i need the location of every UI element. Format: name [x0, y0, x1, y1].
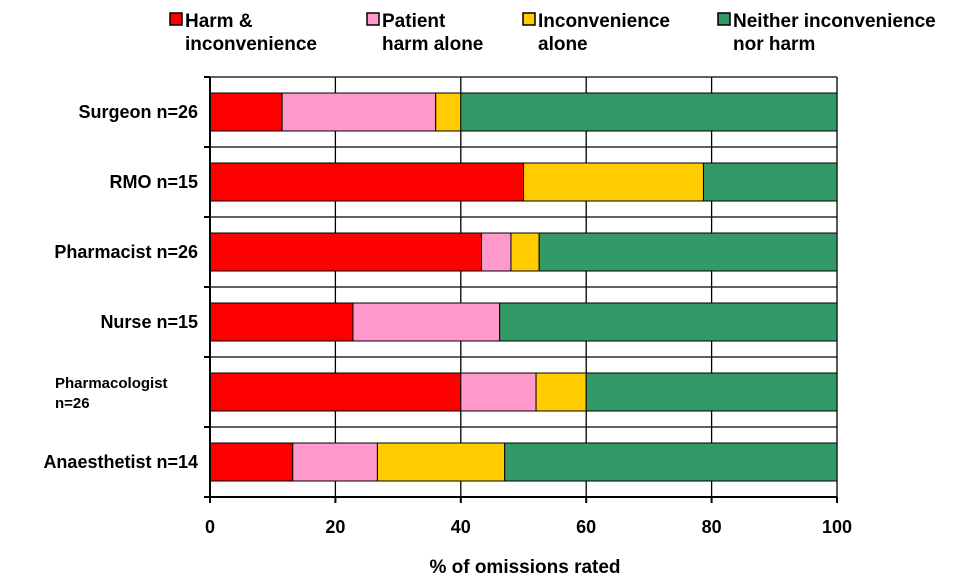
bar-nurse-n-15-series-0: [209, 302, 354, 342]
axes: [204, 76, 838, 503]
bar-surgeon-n-26-series-1: [281, 92, 437, 132]
legend-swatch-2: [522, 12, 536, 26]
x-tick-label-100: 100: [822, 517, 852, 537]
bar-pharmacologist-n-26-series-1: [460, 372, 537, 412]
bar-nurse-n-15-series-3: [499, 302, 838, 342]
x-tick-label-60: 60: [576, 517, 596, 537]
x-tick-labels: 0 20 40 60 80 100: [205, 517, 852, 537]
bar-surgeon-n-26-series-0: [209, 92, 283, 132]
bar-pharmacist-n-26-series-0: [209, 232, 482, 272]
bar-rmo-n-15-series-0: [209, 162, 524, 202]
bar-pharmacist-n-26-series-1: [480, 232, 512, 272]
bar-anaesthetist-n-14-series-1: [292, 442, 378, 482]
x-axis-title: % of omissions rated: [429, 557, 620, 577]
legend-label-3: Neither inconvenience nor harm: [733, 11, 936, 55]
x-tick-label-0: 0: [205, 517, 215, 537]
category-label-pharmacist-n-26: Pharmacist n=26: [54, 242, 198, 262]
legend-label-2: Inconvenience alone: [538, 11, 670, 55]
bar-nurse-n-15-series-1: [352, 302, 501, 342]
bar-rmo-n-15-series-3: [702, 162, 838, 202]
bar-surgeon-n-26-series-3: [460, 92, 838, 132]
legend: Harm & inconvenience Patient harm alone Inco…: [169, 11, 936, 55]
bar-anaesthetist-n-14-series-2: [376, 442, 506, 482]
bar-surgeon-n-26-series-2: [435, 92, 462, 132]
bar-pharmacologist-n-26-series-3: [585, 372, 838, 412]
x-tick-label-40: 40: [451, 517, 471, 537]
legend-swatch-1: [366, 12, 380, 26]
gridlines: [209, 76, 838, 498]
bars: [209, 92, 838, 482]
category-label-anaesthetist-n-14: Anaesthetist n=14: [43, 452, 198, 472]
x-tick-label-80: 80: [702, 517, 722, 537]
category-label-pharmacologist-n-26: Pharmacologist n=26: [55, 375, 168, 412]
bar-pharmacist-n-26-series-3: [538, 232, 838, 272]
bar-pharmacologist-n-26-series-0: [209, 372, 462, 412]
bar-pharmacist-n-26-series-2: [510, 232, 540, 272]
bar-anaesthetist-n-14-series-0: [209, 442, 294, 482]
legend-label-0: Harm & inconvenience: [185, 11, 317, 55]
category-label-nurse-n-15: Nurse n=15: [100, 312, 198, 332]
x-tick-label-20: 20: [325, 517, 345, 537]
category-label-rmo-n-15: RMO n=15: [109, 172, 198, 192]
category-labels: Surgeon n=26 RMO n=15 Pharmacist n=26 Nurse…: [43, 102, 198, 472]
bar-rmo-n-15-series-2: [523, 162, 704, 202]
bar-anaesthetist-n-14-series-3: [504, 442, 838, 482]
legend-swatch-3: [717, 12, 731, 26]
legend-label-1: Patient harm alone: [382, 11, 483, 55]
category-label-surgeon-n-26: Surgeon n=26: [78, 102, 198, 122]
legend-swatch-0: [169, 12, 183, 26]
bar-pharmacologist-n-26-series-2: [535, 372, 587, 412]
